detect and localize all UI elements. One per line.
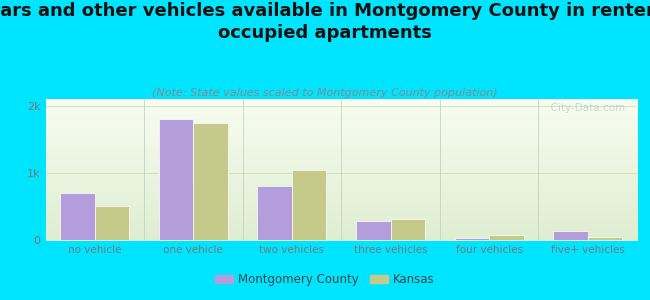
Text: Cars and other vehicles available in Montgomery County in renter-
occupied apart: Cars and other vehicles available in Mon… xyxy=(0,2,650,42)
Bar xyxy=(489,235,524,240)
Bar xyxy=(292,169,326,240)
Bar xyxy=(356,221,391,240)
Bar xyxy=(257,186,292,240)
Bar xyxy=(454,238,489,240)
Bar xyxy=(588,237,622,240)
Bar xyxy=(95,206,129,240)
Legend: Montgomery County, Kansas: Montgomery County, Kansas xyxy=(211,269,439,291)
Text: (Note: State values scaled to Montgomery County population): (Note: State values scaled to Montgomery… xyxy=(152,88,498,98)
Bar xyxy=(194,122,228,240)
Bar xyxy=(391,219,425,240)
Bar xyxy=(553,231,588,240)
Bar xyxy=(60,193,95,240)
Text: City-Data.com: City-Data.com xyxy=(544,103,625,113)
Bar xyxy=(159,119,194,240)
